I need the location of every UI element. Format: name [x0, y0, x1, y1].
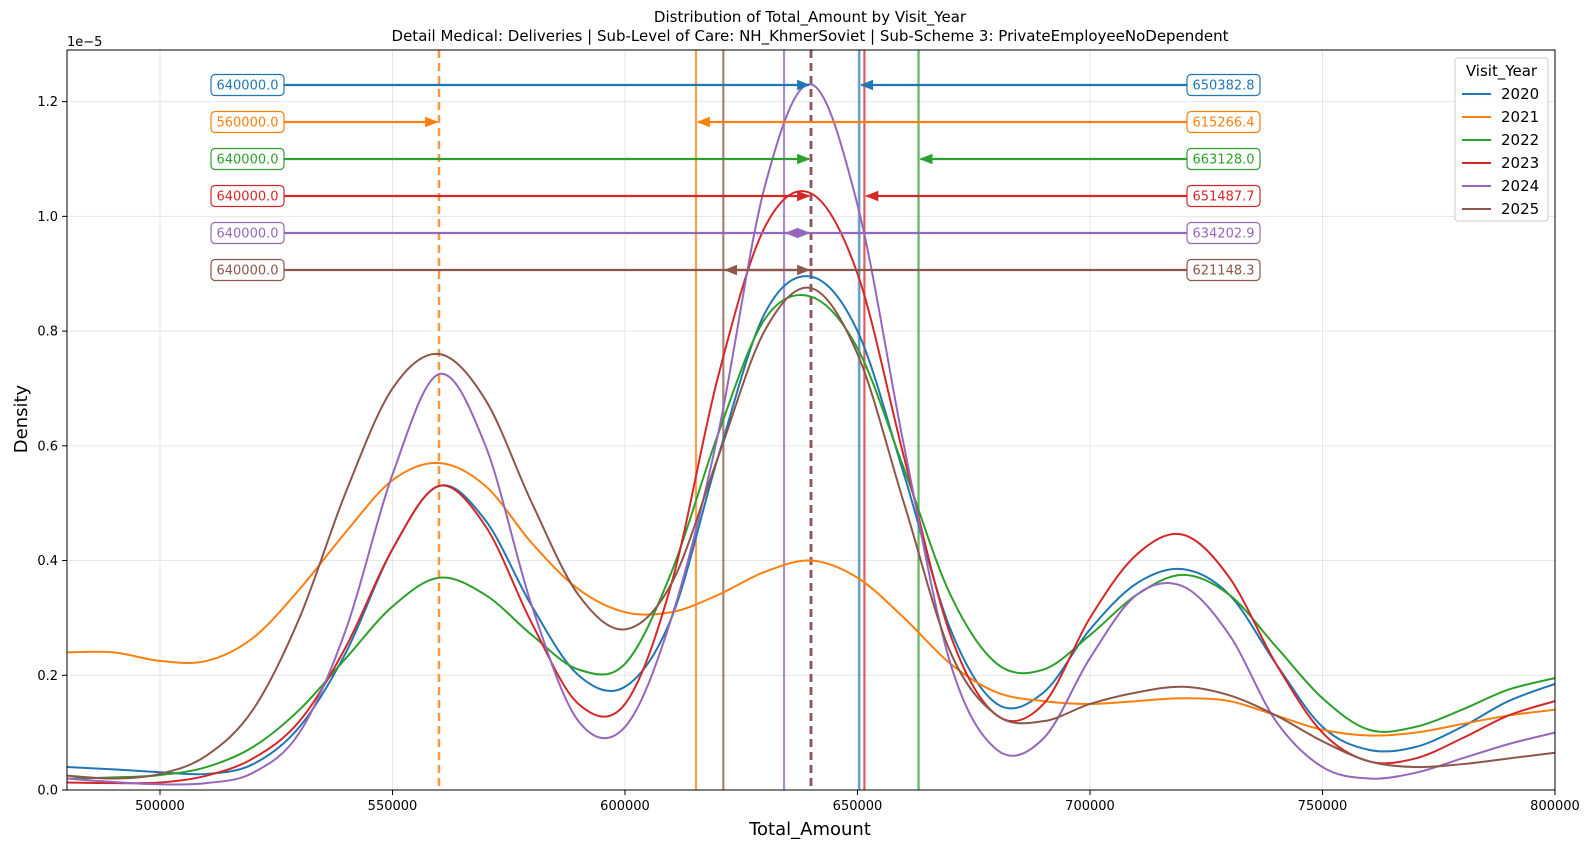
y-tick-label: 1.2 — [37, 95, 58, 110]
mean-label-box-2024 — [1186, 221, 1261, 245]
grid-layer — [67, 50, 1556, 791]
mean-label-2025: 621148.3 — [1192, 264, 1254, 279]
legend-entry-2022: 2022 — [1501, 131, 1539, 149]
mean-label-2020: 650382.8 — [1192, 79, 1254, 94]
legend-title: Visit_Year — [1466, 62, 1538, 81]
density-curve-2024 — [67, 83, 1555, 786]
legend-entry-2025: 2025 — [1501, 200, 1539, 218]
x-axis-label: Total_Amount — [748, 819, 871, 840]
median-label-box-2021 — [210, 110, 285, 134]
chart-title: Distribution of Total_Amount by Visit_Ye… — [654, 8, 967, 27]
legend-entry-2020: 2020 — [1501, 85, 1539, 103]
mean-label-2024: 634202.9 — [1192, 227, 1254, 242]
y-tick-label: 0.6 — [37, 439, 58, 454]
density-curve-2021 — [67, 462, 1555, 737]
density-curve-2022 — [67, 294, 1555, 780]
y-tick-label: 0.8 — [37, 325, 58, 340]
legend-entry-2024: 2024 — [1501, 177, 1539, 195]
median-label-2024: 640000.0 — [216, 227, 278, 242]
y-tick-label: 1.0 — [37, 210, 58, 225]
x-tick-label: 800000 — [1530, 799, 1580, 814]
x-tick-label: 700000 — [1065, 799, 1115, 814]
axes-layer: 500000 550000 600000 650000 700000 750000 8000… — [37, 49, 1580, 814]
annotation-arrows-layer: 640000.0 650382.8 560000.0 615266.4 640000.0… — [210, 73, 1261, 282]
mean-label-box-2023 — [1186, 184, 1261, 208]
median-label-box-2023 — [210, 184, 285, 208]
median-label-box-2025 — [210, 258, 285, 282]
y-tick-label: 0.2 — [37, 669, 58, 684]
mean-label-box-2021 — [1186, 110, 1261, 134]
median-label-box-2024 — [210, 221, 285, 245]
median-label-2020: 640000.0 — [216, 79, 278, 94]
legend-box — [1454, 57, 1549, 222]
chart-subtitle: Detail Medical: Deliveries | Sub-Level o… — [392, 27, 1229, 46]
x-tick-label: 650000 — [833, 799, 883, 814]
median-label-box-2020 — [210, 73, 285, 97]
mean-label-box-2020 — [1186, 73, 1261, 97]
x-tick-label: 750000 — [1298, 799, 1348, 814]
legend-entry-2023: 2023 — [1501, 154, 1539, 172]
median-label-2022: 640000.0 — [216, 153, 278, 168]
mean-label-2021: 615266.4 — [1192, 116, 1254, 131]
median-label-2021: 560000.0 — [216, 116, 278, 131]
y-offset-text: 1e−5 — [67, 35, 102, 50]
y-tick-label: 0.0 — [37, 784, 58, 799]
mean-label-box-2025 — [1186, 258, 1261, 282]
legend: Visit_Year 2020 2021 2022 2023 2024 2025 — [1454, 57, 1549, 222]
median-label-2023: 640000.0 — [216, 190, 278, 205]
density-curve-2025 — [67, 286, 1555, 780]
x-tick-label: 500000 — [135, 799, 185, 814]
legend-entry-2021: 2021 — [1501, 108, 1539, 126]
x-tick-label: 550000 — [368, 799, 418, 814]
mean-label-2022: 663128.0 — [1192, 153, 1254, 168]
median-label-box-2022 — [210, 147, 285, 171]
y-axis-label: Density — [11, 384, 32, 453]
mean-label-box-2022 — [1186, 147, 1261, 171]
y-tick-label: 0.4 — [37, 554, 58, 569]
summary-lines-layer — [437, 50, 920, 790]
mean-label-2023: 651487.7 — [1192, 190, 1254, 205]
plot-frame — [66, 49, 1556, 791]
x-tick-label: 600000 — [600, 799, 650, 814]
median-label-2025: 640000.0 — [216, 264, 278, 279]
